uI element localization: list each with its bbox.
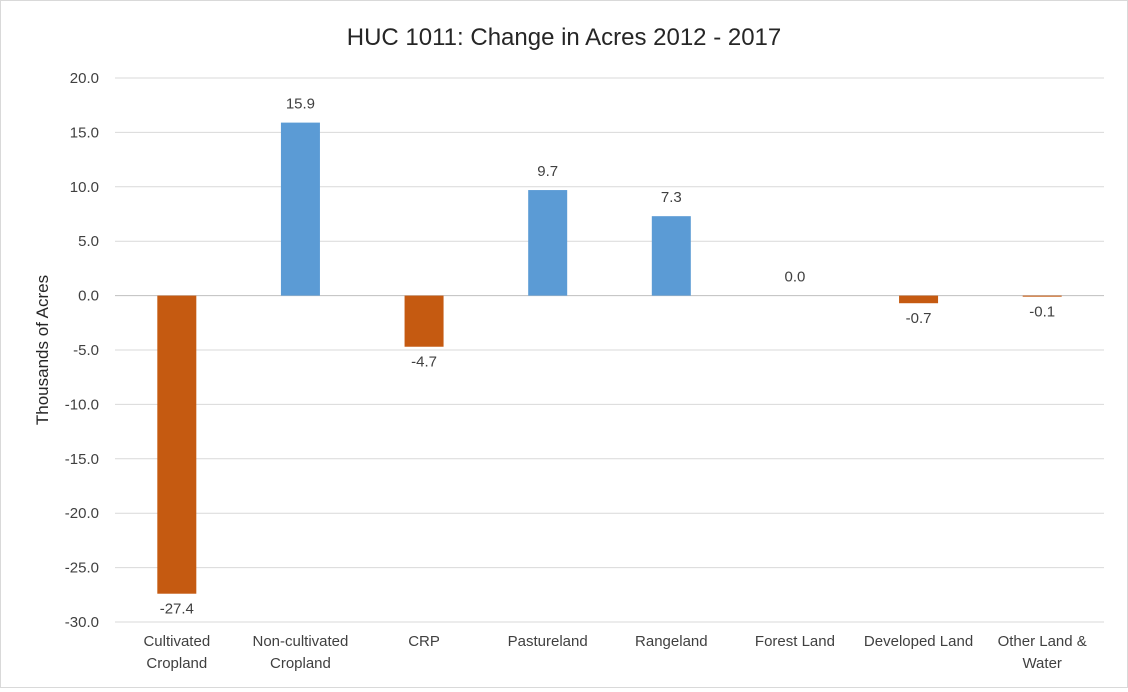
y-tick-label: -10.0 — [65, 396, 99, 413]
bar — [651, 216, 691, 296]
y-tick-label: 15.0 — [70, 124, 99, 141]
bars — [157, 122, 1062, 594]
y-axis-label: Thousands of Acres — [33, 275, 52, 425]
y-tick-label: 20.0 — [70, 70, 99, 87]
x-category-label: Non-cultivated — [252, 633, 348, 650]
bar — [1022, 295, 1062, 297]
bar — [157, 295, 197, 594]
y-tick-label: -15.0 — [65, 451, 99, 468]
x-category-label: Water — [1022, 655, 1061, 672]
data-labels: -27.4 15.9 -4.7 9.7 7.3 0.0 -0.7 -0.1 — [160, 96, 1055, 618]
data-label: 7.3 — [661, 189, 682, 206]
bar — [404, 295, 444, 347]
chart-title: HUC 1011: Change in Acres 2012 - 2017 — [347, 24, 782, 51]
y-tick-label: -25.0 — [65, 560, 99, 577]
data-label: -0.1 — [1029, 304, 1055, 321]
data-label: -0.7 — [906, 310, 932, 327]
x-category-label: Cropland — [270, 655, 331, 672]
y-axis-ticks: 20.0 15.0 10.0 5.0 0.0 -5.0 -10.0 -15.0 -20.0 -25… — [65, 70, 99, 631]
bar — [280, 122, 320, 296]
data-label: 0.0 — [785, 269, 806, 286]
y-tick-label: 5.0 — [78, 233, 99, 250]
y-tick-label: 10.0 — [70, 179, 99, 196]
x-category-label: Rangeland — [635, 633, 708, 650]
bar — [899, 295, 939, 304]
x-category-label: Cropland — [146, 655, 207, 672]
gridlines — [115, 77, 1104, 623]
x-axis-categories: Cultivated Cropland Non-cultivated Cropland… — [143, 633, 1086, 672]
x-category-label: Other Land & — [998, 633, 1087, 650]
y-tick-label: -30.0 — [65, 614, 99, 631]
x-category-label: Pastureland — [508, 633, 588, 650]
x-category-label: CRP — [408, 633, 440, 650]
data-label: -27.4 — [160, 601, 194, 618]
data-label: -4.7 — [411, 354, 437, 371]
data-label: 9.7 — [537, 163, 558, 180]
x-category-label: Cultivated — [143, 633, 210, 650]
x-category-label: Developed Land — [864, 633, 973, 650]
data-label: 15.9 — [286, 96, 315, 113]
bar — [528, 190, 568, 296]
y-tick-label: -5.0 — [73, 342, 99, 359]
y-tick-label: -20.0 — [65, 505, 99, 522]
x-category-label: Forest Land — [755, 633, 835, 650]
y-tick-label: 0.0 — [78, 288, 99, 305]
